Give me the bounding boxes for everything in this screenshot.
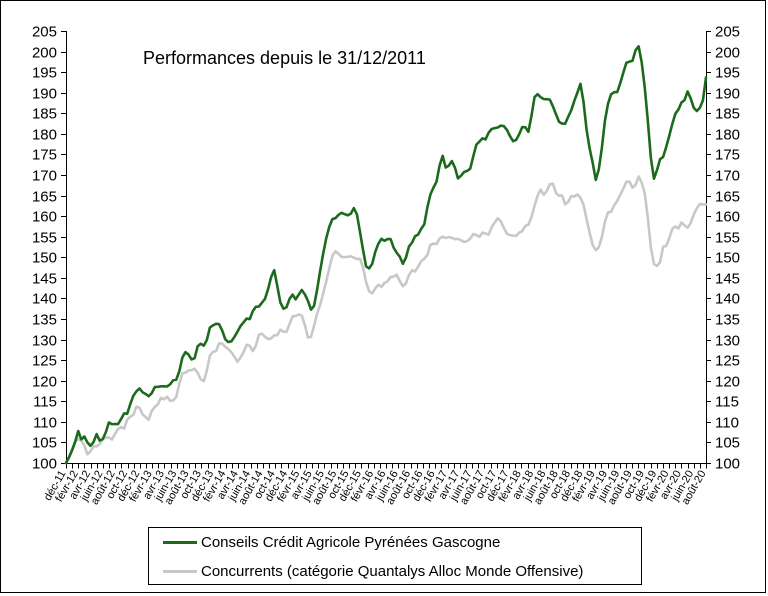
svg-text:100: 100: [715, 456, 740, 473]
svg-text:190: 190: [32, 86, 57, 103]
svg-text:105: 105: [32, 435, 57, 452]
svg-text:135: 135: [715, 312, 740, 329]
svg-text:165: 165: [715, 189, 740, 206]
svg-text:120: 120: [32, 374, 57, 391]
svg-text:115: 115: [715, 394, 739, 411]
svg-text:205: 205: [32, 24, 57, 41]
svg-text:195: 195: [715, 65, 740, 82]
svg-text:105: 105: [715, 435, 740, 452]
svg-text:160: 160: [715, 209, 740, 226]
svg-text:130: 130: [32, 333, 57, 350]
svg-text:170: 170: [32, 168, 57, 185]
svg-text:185: 185: [32, 106, 57, 123]
svg-text:180: 180: [715, 127, 740, 144]
svg-text:130: 130: [715, 333, 740, 350]
svg-text:205: 205: [715, 24, 740, 41]
svg-text:145: 145: [715, 271, 740, 288]
svg-text:135: 135: [32, 312, 57, 329]
svg-text:110: 110: [33, 415, 57, 432]
svg-text:150: 150: [715, 250, 740, 267]
svg-text:190: 190: [715, 86, 740, 103]
svg-text:180: 180: [32, 127, 57, 144]
svg-text:140: 140: [715, 291, 740, 308]
svg-text:155: 155: [715, 230, 740, 247]
svg-text:170: 170: [715, 168, 740, 185]
svg-text:185: 185: [715, 106, 740, 123]
svg-text:200: 200: [715, 45, 740, 62]
svg-text:165: 165: [32, 189, 57, 206]
svg-text:160: 160: [32, 209, 57, 226]
svg-text:150: 150: [32, 250, 57, 267]
svg-text:175: 175: [715, 147, 740, 164]
svg-text:100: 100: [32, 456, 57, 473]
svg-text:120: 120: [715, 374, 740, 391]
svg-text:140: 140: [32, 291, 57, 308]
svg-text:195: 195: [32, 65, 57, 82]
svg-text:125: 125: [715, 353, 740, 370]
svg-text:125: 125: [32, 353, 57, 370]
svg-text:110: 110: [715, 415, 739, 432]
svg-text:200: 200: [32, 45, 57, 62]
svg-text:175: 175: [32, 147, 57, 164]
svg-text:145: 145: [32, 271, 57, 288]
svg-text:115: 115: [33, 394, 57, 411]
svg-text:155: 155: [32, 230, 57, 247]
